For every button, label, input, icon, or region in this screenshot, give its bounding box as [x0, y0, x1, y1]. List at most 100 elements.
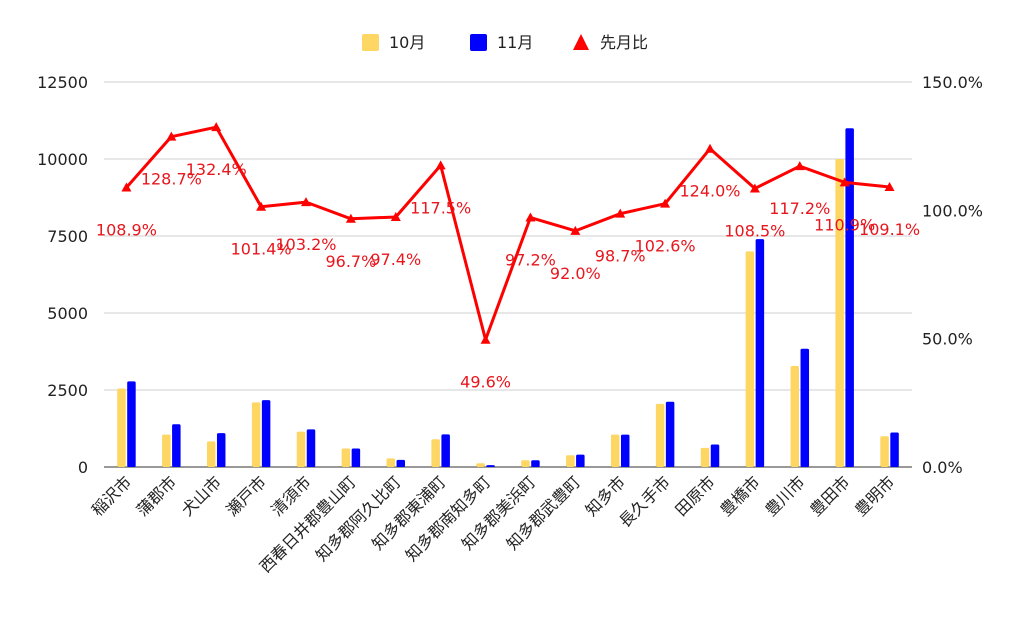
data-labels: 108.9% 128.7%132.4% 101.4%103.2%96.7%97.4%…	[96, 160, 920, 392]
bar-10月	[566, 455, 575, 467]
bar-series	[117, 128, 899, 467]
line-data-label: 103.2%	[275, 235, 336, 254]
left-tick-label: 2500	[47, 381, 88, 400]
category-label: 瀬戸市	[223, 472, 270, 519]
bar-11月	[172, 424, 181, 467]
line-point-marker	[884, 181, 895, 191]
bar-10月	[655, 403, 665, 467]
category-label: 豊明市	[851, 472, 898, 519]
line-point-marker	[570, 225, 581, 235]
bar-11月	[665, 401, 675, 467]
bar-10月	[790, 365, 800, 467]
bar-11月	[441, 434, 450, 467]
left-tick-label: 7500	[47, 227, 88, 246]
line-data-label: 117.2%	[769, 199, 830, 218]
bar-11月	[261, 400, 271, 467]
line-data-label: 110.9%	[814, 215, 875, 234]
bar-10月	[745, 251, 755, 467]
category-label: 豊橋市	[716, 472, 763, 519]
line-data-label: 96.7%	[325, 252, 376, 271]
line-data-label: 101.4%	[231, 240, 292, 259]
bar-11月	[576, 454, 585, 467]
bar-10月	[386, 458, 396, 467]
right-tick-label: 100.0%	[922, 201, 983, 220]
line-data-label: 132.4%	[186, 160, 247, 179]
line-data-label: 97.2%	[505, 251, 556, 270]
line-point-marker	[839, 177, 850, 187]
line-point-marker	[525, 212, 536, 222]
bar-10月	[117, 388, 126, 467]
line-point-marker	[211, 122, 222, 132]
line-data-label: 97.4%	[370, 250, 421, 269]
category-label: 豊川市	[761, 472, 808, 519]
line-data-label: 49.6%	[460, 373, 511, 392]
bar-11月	[845, 128, 854, 467]
bar-10月	[251, 402, 261, 467]
line-point-marker	[705, 143, 715, 153]
line-data-label: 108.5%	[724, 222, 785, 241]
left-tick-label: 5000	[47, 304, 88, 323]
bar-11月	[710, 444, 720, 467]
right-tick-label: 0.0%	[922, 458, 963, 477]
line-point-marker	[390, 212, 401, 222]
bar-11月	[127, 381, 136, 467]
line-data-label: 117.5%	[410, 198, 471, 217]
left-tick-label: 10000	[37, 150, 88, 169]
bar-11月	[396, 459, 406, 467]
category-label: 豊田市	[806, 472, 853, 519]
right-tick-label: 50.0%	[922, 330, 973, 349]
line-point-marker	[480, 334, 491, 344]
legend-marker	[573, 34, 589, 50]
legend-label: 11月	[497, 33, 533, 52]
category-label: 稲沢市	[88, 472, 135, 519]
bar-10月	[431, 439, 440, 467]
line-data-label: 128.7%	[141, 170, 202, 189]
category-axis: 稲沢市蒲郡市犬山市瀬戸市清須市西春日井郡豊山町知多郡阿久比町知多郡東浦町知多郡南…	[88, 472, 898, 576]
category-label: 蒲郡市	[133, 472, 180, 519]
line-data-label: 109.1%	[859, 220, 920, 239]
line-data-label: 108.9%	[96, 220, 157, 239]
left-tick-label: 0	[78, 458, 88, 477]
line-point-marker	[166, 131, 177, 141]
bar-10月	[162, 434, 171, 467]
line-point-marker	[121, 182, 132, 192]
line-point-marker	[794, 161, 805, 171]
bar-10月	[835, 159, 844, 467]
legend[interactable]: 10月 11月 先月比	[362, 33, 648, 52]
line-data-label: 92.0%	[550, 264, 601, 283]
bar-11月	[531, 460, 540, 467]
right-tick-label: 150.0%	[922, 73, 983, 92]
bar-10月	[610, 434, 620, 467]
left-axis: 0 2500 5000 7500 10000 12500	[37, 73, 88, 477]
line-point-marker	[256, 201, 267, 211]
line-point-marker	[749, 183, 760, 193]
line-point-marker	[301, 197, 311, 207]
bar-11月	[351, 448, 361, 467]
bar-10月	[521, 460, 530, 467]
left-tick-label: 12500	[37, 73, 88, 92]
line-point-marker	[615, 208, 626, 218]
category-label: 田原市	[671, 472, 718, 519]
bar-11月	[216, 433, 226, 467]
line-point-marker	[345, 213, 356, 223]
right-axis: 0.0% 50.0% 100.0% 150.0%	[922, 73, 983, 477]
bar-11月	[306, 429, 316, 467]
legend-label: 先月比	[600, 33, 648, 52]
bar-11月	[890, 432, 899, 467]
legend-swatch	[470, 34, 487, 51]
bar-11月	[486, 465, 495, 467]
line-data-label: 102.6%	[635, 237, 696, 256]
line-series	[121, 122, 895, 344]
bar-11月	[620, 434, 630, 467]
line-point-marker	[660, 198, 671, 208]
gridlines	[104, 81, 912, 468]
line-data-label: 124.0%	[679, 182, 740, 201]
category-label: 犬山市	[178, 472, 225, 519]
line-先月比	[125, 125, 890, 342]
bar-10月	[206, 441, 216, 467]
bar-11月	[800, 348, 810, 467]
legend-label: 10月	[389, 33, 425, 52]
line-point-marker	[435, 160, 446, 170]
